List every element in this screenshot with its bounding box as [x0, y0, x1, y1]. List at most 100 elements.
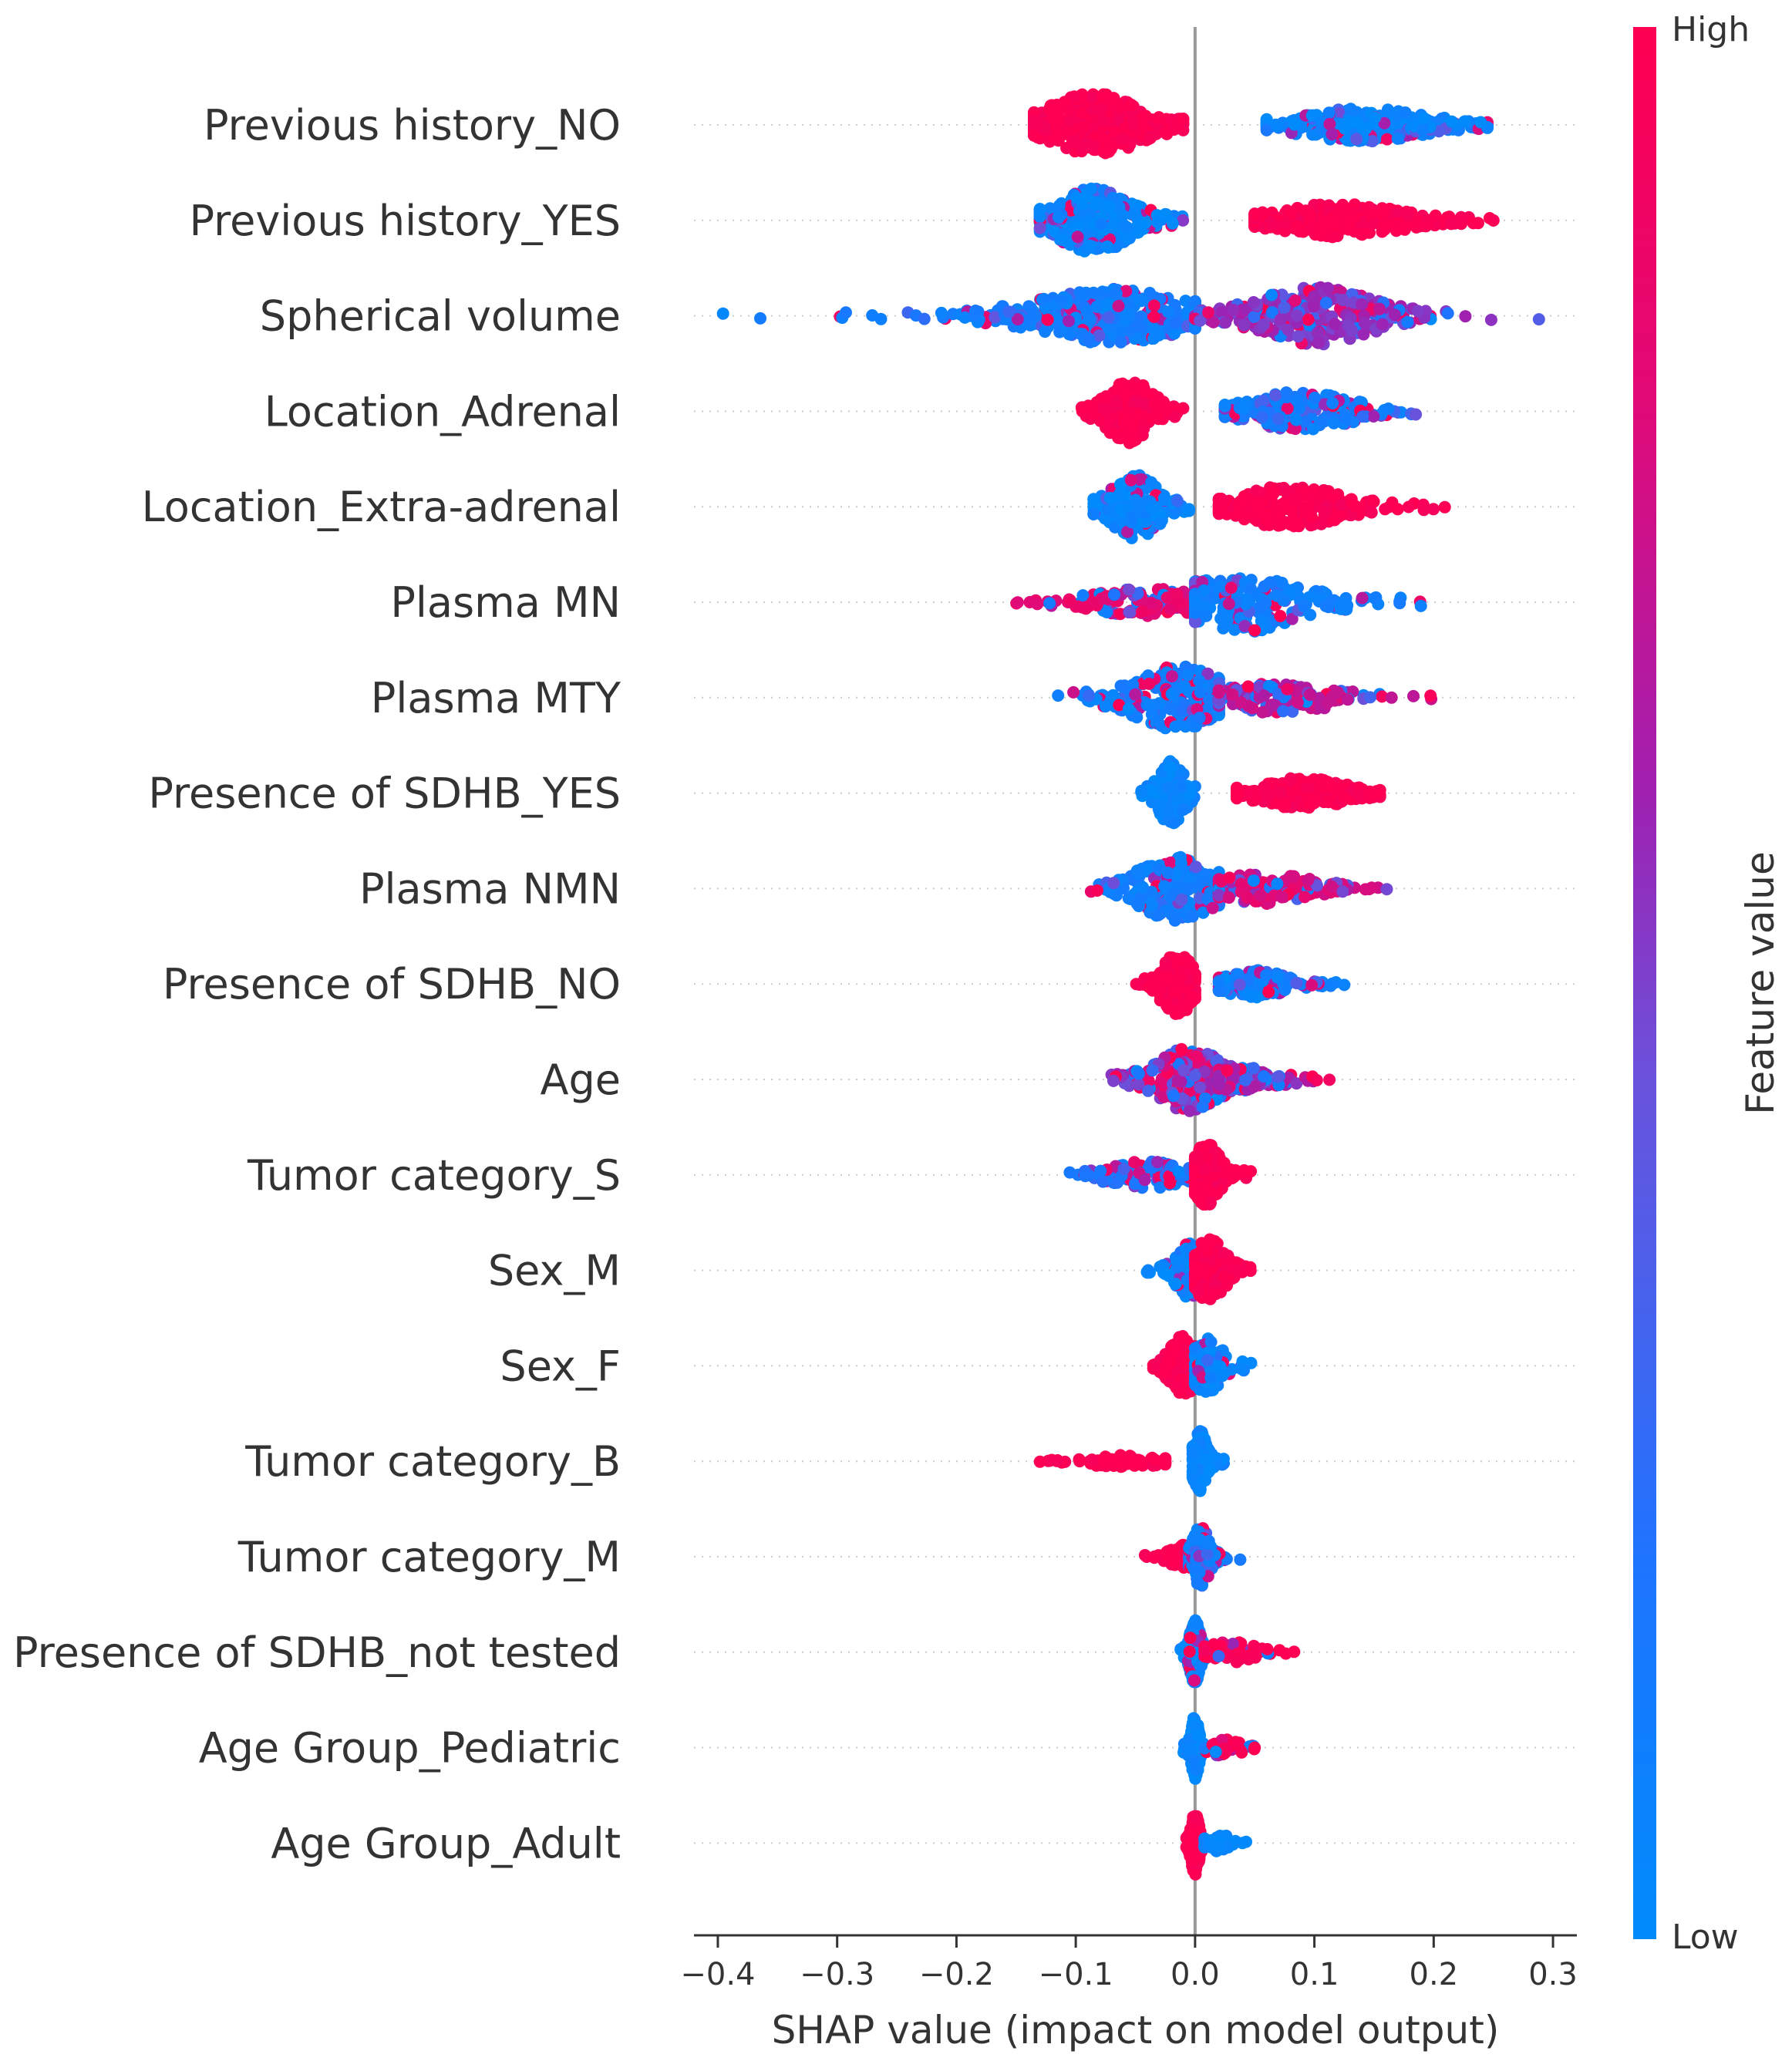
- shap-point: [1441, 307, 1454, 320]
- shap-point: [1254, 601, 1267, 614]
- shap-point: [1147, 332, 1160, 345]
- shap-point: [1151, 112, 1164, 125]
- shap-point: [1308, 290, 1321, 303]
- shap-point: [1110, 394, 1123, 407]
- shap-point: [1247, 1062, 1260, 1075]
- shap-point: [1063, 115, 1076, 128]
- shap-point: [1162, 804, 1175, 817]
- shap-point: [1238, 318, 1251, 332]
- shap-point: [1341, 133, 1354, 146]
- shap-point: [1189, 860, 1202, 874]
- shap-point: [1202, 306, 1215, 319]
- shap-point: [1321, 696, 1334, 709]
- shap-point: [1299, 485, 1312, 498]
- shap-point: [1410, 408, 1423, 421]
- shap-point: [1221, 1064, 1234, 1077]
- shap-point: [1114, 335, 1127, 349]
- shap-point: [1184, 789, 1197, 802]
- shap-point: [1323, 1073, 1336, 1086]
- shap-point: [1355, 227, 1368, 241]
- shap-point: [1298, 599, 1311, 612]
- shap-point: [1277, 594, 1290, 607]
- shap-point: [1175, 1042, 1188, 1056]
- shap-point: [1190, 1050, 1203, 1063]
- shap-point: [1322, 281, 1335, 295]
- shap-point: [1254, 889, 1267, 902]
- shap-point: [1107, 877, 1120, 890]
- shap-point: [1274, 610, 1287, 622]
- shap-point: [1039, 325, 1052, 338]
- shap-point: [1100, 421, 1112, 434]
- shap-point: [1326, 210, 1339, 223]
- shap-point: [1377, 204, 1390, 217]
- shap-point: [1244, 582, 1257, 595]
- shap-point: [1357, 328, 1370, 341]
- shap-point: [1226, 688, 1239, 701]
- shap-point: [1165, 113, 1177, 126]
- shap-point: [1055, 295, 1068, 307]
- shap-point: [1123, 583, 1135, 596]
- shap-point: [1417, 503, 1430, 517]
- shap-point: [1341, 693, 1354, 706]
- shap-point: [1143, 133, 1156, 145]
- shap-point: [1257, 318, 1270, 331]
- shap-point: [1255, 411, 1268, 424]
- shap-point: [1159, 207, 1172, 221]
- shap-point: [1291, 394, 1304, 407]
- shap-point: [1238, 402, 1251, 415]
- shap-point: [1146, 503, 1159, 516]
- shap-point: [1258, 1070, 1271, 1083]
- shap-point: [1396, 219, 1410, 232]
- shap-point: [1280, 386, 1293, 399]
- shap-point: [1161, 867, 1174, 879]
- shap-point: [1224, 581, 1238, 594]
- shap-point: [1342, 413, 1356, 426]
- shap-point: [1145, 597, 1157, 609]
- shap-point: [1290, 977, 1303, 990]
- shap-point: [1257, 394, 1270, 407]
- shap-point: [1444, 217, 1457, 231]
- shap-point: [1159, 956, 1172, 969]
- shap-point: [1157, 492, 1171, 505]
- shap-point: [1090, 300, 1103, 313]
- shap-point: [1385, 691, 1398, 704]
- shap-point: [1096, 102, 1108, 115]
- shap-point: [1307, 423, 1319, 436]
- shap-point: [1248, 209, 1261, 222]
- shap-point: [1305, 224, 1318, 237]
- shap-point: [1459, 115, 1472, 128]
- shap-point: [1147, 299, 1160, 312]
- shap-point: [1487, 214, 1500, 227]
- shap-point: [1083, 333, 1096, 346]
- shap-point: [1275, 786, 1288, 799]
- shap-point: [1424, 689, 1437, 702]
- shap-point: [1160, 591, 1174, 604]
- shap-point: [1146, 1064, 1159, 1077]
- shap-point: [1264, 576, 1277, 589]
- shap-point: [1086, 105, 1099, 118]
- shap-point: [1416, 123, 1429, 136]
- shap-point: [1325, 128, 1339, 141]
- shap-point: [1087, 507, 1100, 520]
- shap-point: [1244, 786, 1257, 800]
- shap-point: [1179, 295, 1192, 308]
- shap-point: [1123, 436, 1136, 450]
- shap-point: [1349, 500, 1362, 512]
- shap-point: [1135, 786, 1148, 799]
- shap-point: [1053, 114, 1066, 127]
- shap-point: [1300, 782, 1313, 795]
- shap-point: [1423, 216, 1437, 229]
- shap-point: [1099, 700, 1112, 713]
- shap-point: [1305, 978, 1319, 992]
- shap-point: [1336, 885, 1349, 898]
- shap-point: [1131, 497, 1144, 510]
- shap-point: [1080, 136, 1093, 149]
- shap-point: [1248, 624, 1261, 637]
- shap-point: [1186, 910, 1199, 923]
- shap-point: [1327, 416, 1340, 429]
- shap-point: [1116, 133, 1128, 146]
- shap-point: [1086, 595, 1100, 608]
- shap-point: [1322, 796, 1335, 809]
- shap-point: [1124, 98, 1137, 111]
